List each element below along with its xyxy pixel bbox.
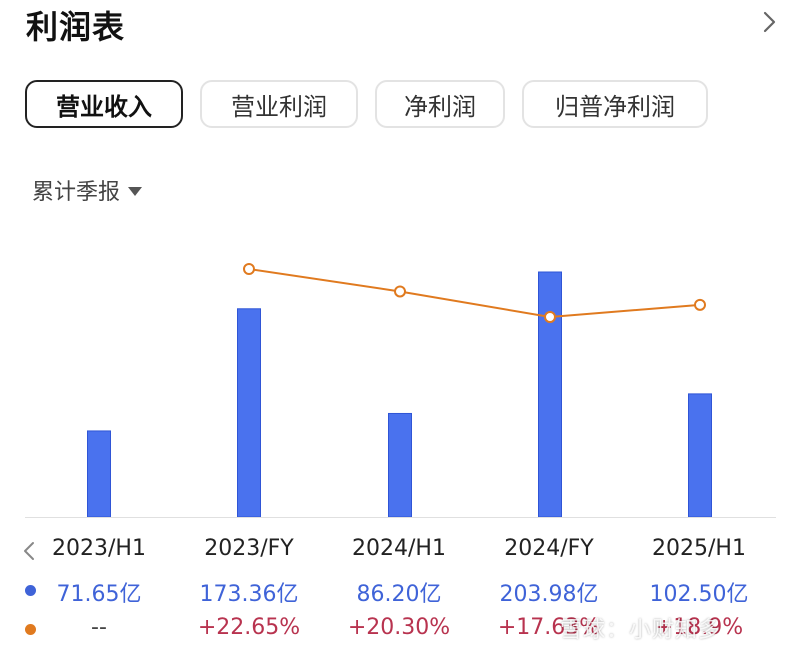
revenue-value: 203.98亿 — [499, 582, 599, 607]
revenue-row: 71.65亿 173.36亿 86.20亿 203.98亿 102.50亿 — [0, 576, 800, 610]
revenue-legend-dot — [25, 585, 36, 596]
chevron-left-icon[interactable] — [22, 541, 36, 561]
period-selector[interactable]: 累计季报 — [32, 174, 143, 206]
tab-label: 营业收入 — [56, 92, 152, 121]
growth-value: +20.30% — [347, 615, 451, 640]
revenue-value: 86.20亿 — [356, 582, 442, 607]
tab-revenue[interactable]: 营业收入 — [25, 80, 183, 128]
tab-operating-profit[interactable]: 营业利润 — [200, 80, 358, 128]
watermark: 雪球：小财知多 — [560, 618, 722, 643]
growth-point[interactable] — [394, 285, 406, 298]
growth-point[interactable] — [694, 298, 706, 311]
growth-line — [248, 268, 701, 319]
x-axis-line — [25, 517, 776, 518]
revenue-chart — [87, 263, 712, 518]
tab-label: 净利润 — [404, 92, 476, 121]
period-label: 累计季报 — [32, 180, 121, 205]
tab-net-profit[interactable]: 净利润 — [375, 80, 505, 128]
page-title: 利润表 — [26, 8, 126, 46]
tick-label: 2023/FY — [204, 536, 294, 561]
tick-label: 2024/H1 — [352, 536, 446, 561]
revenue-bar[interactable] — [688, 393, 712, 518]
revenue-bar[interactable] — [538, 271, 562, 518]
tab-attributable-net-profit[interactable]: 归普净利润 — [522, 80, 708, 128]
growth-row: -- +22.65% +20.30% +17.63% +18.9% — [0, 615, 800, 649]
growth-point[interactable] — [243, 263, 255, 275]
growth-value: +17.63% — [497, 615, 601, 640]
growth-legend-dot — [25, 624, 36, 635]
growth-value: +18.9% — [654, 615, 744, 640]
tick-label: 2024/FY — [504, 536, 594, 561]
growth-value: +22.65% — [197, 615, 301, 640]
revenue-bar[interactable] — [388, 412, 412, 518]
revenue-bar[interactable] — [87, 430, 111, 518]
period-row: 2023/H1 2023/FY 2024/H1 2024/FY 2025/H1 — [0, 536, 800, 570]
revenue-bar[interactable] — [237, 308, 261, 518]
growth-point[interactable] — [544, 311, 556, 323]
tick-label: 2023/H1 — [52, 536, 146, 561]
tab-label: 营业利润 — [231, 92, 327, 121]
growth-value: -- — [91, 615, 107, 640]
revenue-value: 173.36亿 — [199, 582, 299, 607]
chevron-right-icon[interactable] — [757, 10, 781, 34]
tab-label: 归普净利润 — [555, 92, 675, 121]
tick-label: 2025/H1 — [652, 536, 746, 561]
revenue-value: 71.65亿 — [56, 582, 142, 607]
revenue-value: 102.50亿 — [649, 582, 749, 607]
caret-down-icon — [128, 186, 143, 196]
